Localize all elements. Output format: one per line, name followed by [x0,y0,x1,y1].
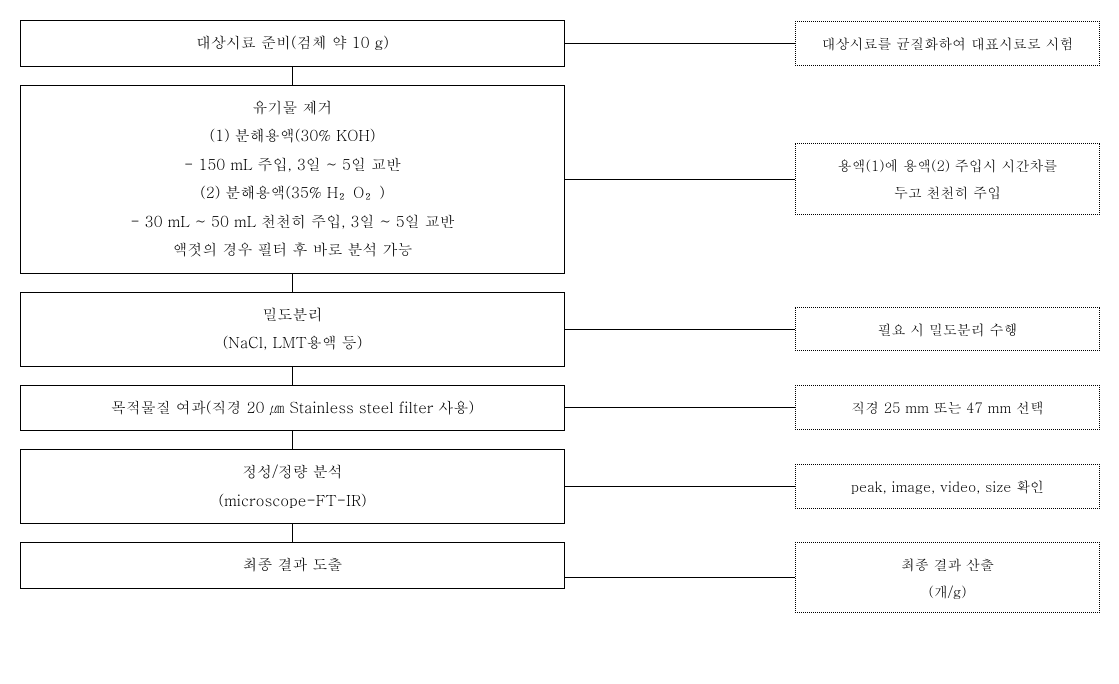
vconnector [292,524,293,542]
vconnector [292,274,293,292]
vconnector [292,431,293,449]
step-box-1: 대상시료 준비(검체 약 10 g) [20,20,565,67]
left-column: 목적물질 여과(직경 20 ㎛ Stainless steel filter 사… [20,385,565,432]
left-column: 유기물 제거 (1) 분해용액(30% KOH) - 150 mL 주입, 3일… [20,85,565,274]
hconnector [565,486,795,487]
hconnector-col [565,20,795,67]
note-text: 용액(1)에 용액(2) 주입시 시간차를 [802,152,1093,179]
left-column [20,367,565,385]
step-text: 액젓의 경우 필터 후 바로 분석 가능 [31,236,554,265]
hconnector-col [565,449,795,524]
right-column: 최종 결과 산출 (개/g) [795,542,1100,613]
left-column [20,67,565,85]
step-text: - 150 mL 주입, 3일 ~ 5일 교반 [31,151,554,180]
note-text: 대상시료를 균질화하여 대표시료로 시험 [802,30,1093,57]
step-text: 대상시료 준비(검체 약 10 g) [31,29,554,58]
right-column [795,367,1100,385]
hconnector [565,407,795,408]
hconnector-col [565,292,795,367]
right-column: peak, image, video, size 확인 [795,449,1100,524]
hconnector-col [565,385,795,432]
flow-row: 밀도분리 (NaCl, LMT용액 등) 필요 시 밀도분리 수행 [20,292,1100,367]
hconnector [565,179,795,180]
step-text: (microscope-FT-IR) [31,487,554,516]
left-column [20,274,565,292]
step-text: (2) 분해용액(35% H₂O₂) [31,179,554,208]
hconnector-col [565,542,795,613]
step-text: 정성/정량 분석 [31,458,554,487]
step-text: 목적물질 여과(직경 20 ㎛ Stainless steel filter 사… [31,394,554,423]
hconnector [565,577,795,578]
note-text: 필요 시 밀도분리 수행 [802,316,1093,343]
step-box-5: 정성/정량 분석 (microscope-FT-IR) [20,449,565,524]
hconnector-col [565,274,795,292]
step-text: 밀도분리 [31,301,554,330]
step-box-3: 밀도분리 (NaCl, LMT용액 등) [20,292,565,367]
vconnector [292,367,293,385]
vconn-row [20,274,1100,292]
note-text: 직경 25 mm 또는 47 mm 선택 [802,394,1093,421]
hconnector-col [565,524,795,542]
right-column [795,524,1100,542]
note-text: peak, image, video, size 확인 [802,473,1093,500]
flow-row: 대상시료 준비(검체 약 10 g) 대상시료를 균질화하여 대표시료로 시험 [20,20,1100,67]
hconnector-col [565,431,795,449]
flow-row: 최종 결과 도출 최종 결과 산출 (개/g) [20,542,1100,613]
note-box-1: 대상시료를 균질화하여 대표시료로 시험 [795,21,1100,66]
hconnector-col [565,85,795,274]
left-column [20,524,565,542]
note-text: 최종 결과 산출 [802,551,1093,578]
step-text: (NaCl, LMT용액 등) [31,329,554,358]
left-column: 밀도분리 (NaCl, LMT용액 등) [20,292,565,367]
note-box-3: 필요 시 밀도분리 수행 [795,307,1100,352]
left-column [20,431,565,449]
hconnector-col [565,67,795,85]
step-text: (1) 분해용액(30% KOH) [31,122,554,151]
right-column [795,274,1100,292]
flow-row: 유기물 제거 (1) 분해용액(30% KOH) - 150 mL 주입, 3일… [20,85,1100,274]
vconn-row [20,524,1100,542]
left-column: 대상시료 준비(검체 약 10 g) [20,20,565,67]
vconn-row [20,67,1100,85]
step-box-6: 최종 결과 도출 [20,542,565,589]
note-box-5: peak, image, video, size 확인 [795,464,1100,509]
note-text: (개/g) [802,578,1093,605]
right-column: 직경 25 mm 또는 47 mm 선택 [795,385,1100,432]
right-column: 대상시료를 균질화하여 대표시료로 시험 [795,20,1100,67]
step-box-4: 목적물질 여과(직경 20 ㎛ Stainless steel filter 사… [20,385,565,432]
left-column: 최종 결과 도출 [20,542,565,613]
note-text: 두고 천천히 주입 [802,179,1093,206]
right-column [795,431,1100,449]
step-text: - 30 mL ~ 50 mL 천천히 주입, 3일 ~ 5일 교반 [31,208,554,237]
left-column: 정성/정량 분석 (microscope-FT-IR) [20,449,565,524]
step-box-2: 유기물 제거 (1) 분해용액(30% KOH) - 150 mL 주입, 3일… [20,85,565,274]
step-text: 유기물 제거 [31,94,554,123]
right-column [795,67,1100,85]
right-column: 용액(1)에 용액(2) 주입시 시간차를 두고 천천히 주입 [795,85,1100,274]
note-box-2: 용액(1)에 용액(2) 주입시 시간차를 두고 천천히 주입 [795,143,1100,214]
vconn-row [20,431,1100,449]
step-text: 최종 결과 도출 [31,551,554,580]
vconnector [292,67,293,85]
vconn-row [20,367,1100,385]
note-box-6: 최종 결과 산출 (개/g) [795,542,1100,613]
flow-row: 정성/정량 분석 (microscope-FT-IR) peak, image,… [20,449,1100,524]
hconnector [565,43,795,44]
flow-row: 목적물질 여과(직경 20 ㎛ Stainless steel filter 사… [20,385,1100,432]
hconnector [565,329,795,330]
flowchart-container: 대상시료 준비(검체 약 10 g) 대상시료를 균질화하여 대표시료로 시험 … [20,20,1100,613]
right-column: 필요 시 밀도분리 수행 [795,292,1100,367]
note-box-4: 직경 25 mm 또는 47 mm 선택 [795,385,1100,430]
hconnector-col [565,367,795,385]
